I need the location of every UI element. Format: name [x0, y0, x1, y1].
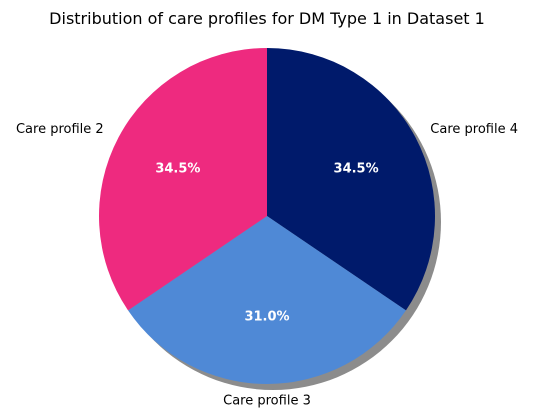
- pie-labels: 34.5% Care profile 4 31.0% Care profile 3 34…: [16, 122, 518, 408]
- pie-slice-label: Care profile 2: [16, 122, 104, 137]
- pie-slice-care-profile-2: [99, 48, 267, 311]
- pie-slice-label: Care profile 4: [430, 122, 518, 137]
- pie-slices: [99, 48, 435, 384]
- chart-title: Distribution of care profiles for DM Typ…: [49, 9, 485, 28]
- pie-pct-label: 34.5%: [334, 161, 379, 176]
- pie-slice-care-profile-3: [128, 216, 406, 384]
- pie-slice-care-profile-4: [267, 48, 435, 311]
- pie-pct-label: 31.0%: [244, 309, 289, 324]
- pie-pct-label: 34.5%: [155, 161, 200, 176]
- pie-slice-label: Care profile 3: [223, 393, 311, 408]
